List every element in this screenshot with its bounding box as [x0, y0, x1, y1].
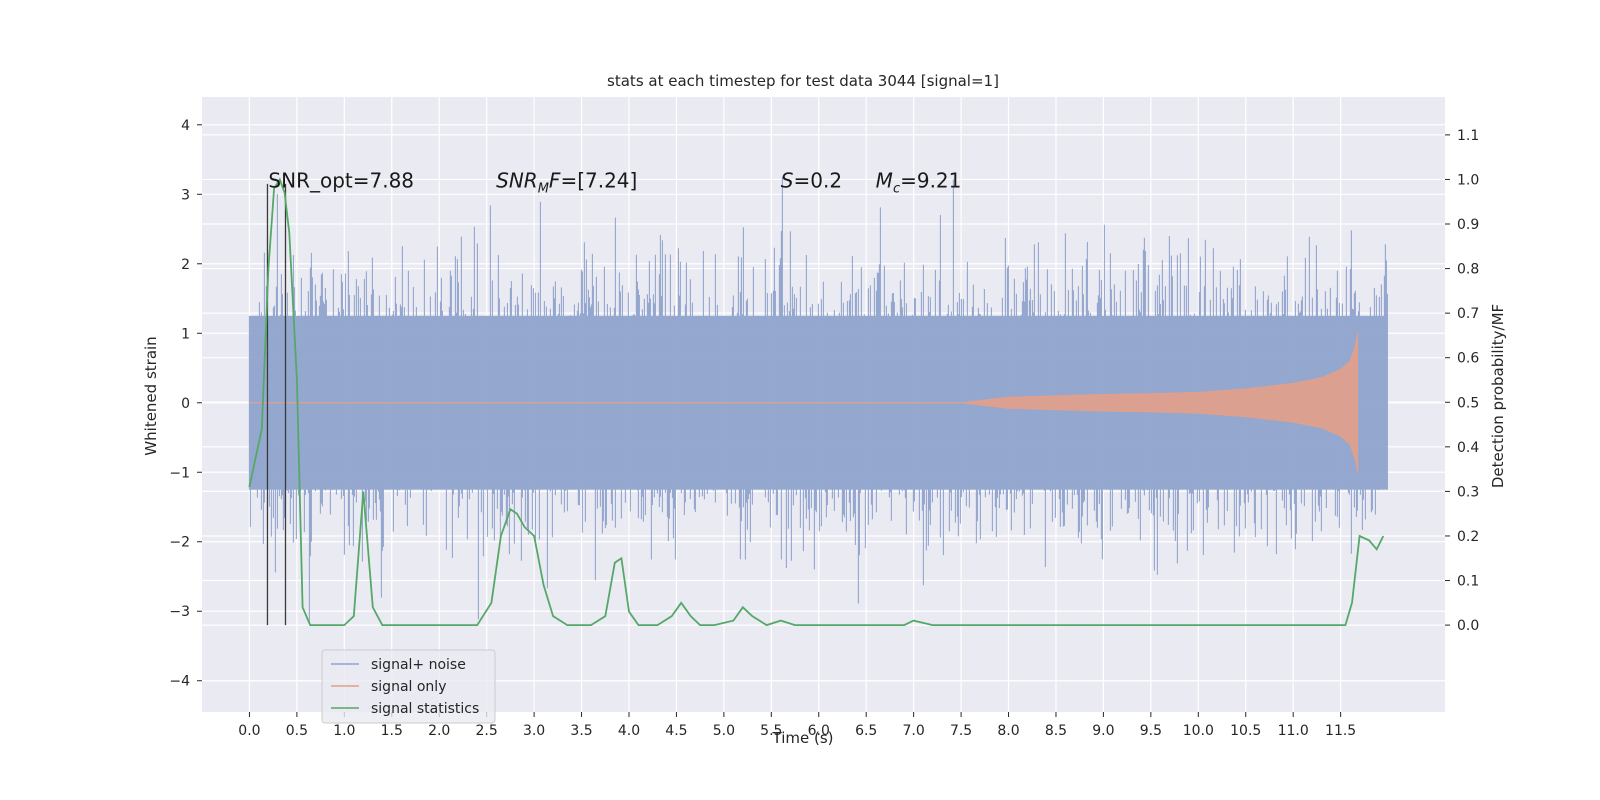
annotation-s-value: S=0.2	[781, 168, 842, 192]
annotations: SNR_opt=7.88 SNRMF=[7.24] S=0.2 Mc=9.21	[268, 168, 961, 196]
y2-tick-label: 0.7	[1457, 306, 1479, 322]
y-tick-label: 2	[181, 257, 190, 273]
x-tick-label: 0.5	[286, 723, 308, 739]
y-tick-label: 1	[181, 326, 190, 342]
x-tick-label: 9.0	[1092, 723, 1114, 739]
legend-label-signal-statistics: signal statistics	[371, 701, 479, 717]
series-signal-statistics	[248, 177, 1385, 627]
x-tick-label: 4.5	[665, 723, 687, 739]
x-tick-label: 11.5	[1325, 723, 1356, 739]
x-tick-label: 6.0	[808, 723, 830, 739]
y2-tick-label: 0.6	[1457, 351, 1479, 367]
y-tick-label: −1	[169, 465, 190, 481]
y2-tick-label: 0.4	[1457, 440, 1479, 456]
y2-axis-label: Detection probability/MF	[1489, 304, 1507, 488]
annotation-snr-mf: SNRMF=[7.24]	[496, 168, 637, 196]
x-tick-label: 1.5	[381, 723, 403, 739]
y2-tick-label: 0.0	[1457, 618, 1479, 634]
x-tick-label: 9.5	[1140, 723, 1162, 739]
y-tick-label: 3	[181, 187, 190, 203]
x-tick-label: 6.5	[855, 723, 877, 739]
x-tick-label: 2.5	[476, 723, 498, 739]
x-tick-label: 10.5	[1230, 723, 1261, 739]
y-axis-label: Whitened strain	[142, 336, 160, 455]
y2-tick-label: 1.1	[1457, 128, 1479, 144]
y-tick-label: −2	[169, 535, 190, 551]
legend-box	[321, 649, 496, 724]
x-tick-label: 0.0	[238, 723, 260, 739]
y2-tick-label: 0.9	[1457, 217, 1479, 233]
x-tick-label: 8.5	[1045, 723, 1067, 739]
axes: 0.0 0.5 1.0 1.5 2.0 2.5 3.0 3.5 4.0 4.5 5.0 5.5 6.0 6…	[169, 118, 1479, 739]
y2-tick-label: 0.8	[1457, 262, 1479, 278]
x-tick-label: 7.0	[903, 723, 925, 739]
x-tick-label: 11.0	[1278, 723, 1309, 739]
statistics-line	[248, 177, 1385, 627]
y2-tick-label: 0.2	[1457, 529, 1479, 545]
x-tick-label: 5.0	[713, 723, 735, 739]
y2-tick-label: 0.3	[1457, 484, 1479, 500]
y-tick-label: −4	[169, 674, 190, 690]
legend-label-signal-noise: signal+ noise	[371, 657, 466, 673]
y-tick-label: 4	[181, 118, 190, 134]
y2-tick-label: 0.5	[1457, 395, 1479, 411]
series-signal-only	[249, 333, 1359, 473]
x-tick-label: 4.0	[618, 723, 640, 739]
x-tick-label: 8.0	[997, 723, 1019, 739]
x-tick-label: 7.5	[950, 723, 972, 739]
x-axis-label: Time (s)	[772, 729, 834, 747]
x-tick-label: 5.5	[760, 723, 782, 739]
x-tick-label: 2.0	[428, 723, 450, 739]
chart-title: stats at each timestep for test data 304…	[607, 72, 999, 90]
signal-envelope	[961, 333, 1359, 473]
annotation-mc-value: Mc=9.21	[876, 168, 962, 196]
y2-tick-label: 1.0	[1457, 172, 1479, 188]
y-tick-label: −3	[169, 604, 190, 620]
annotation-snr-opt: SNR_opt=7.88	[268, 168, 414, 192]
y-tick-label: 0	[181, 396, 190, 412]
legend-label-signal-only: signal only	[371, 679, 446, 695]
legend: signal+ noise signal only signal statist…	[321, 649, 496, 724]
x-tick-label: 3.5	[570, 723, 592, 739]
x-tick-label: 10.0	[1183, 723, 1214, 739]
x-tick-label: 3.0	[523, 723, 545, 739]
x-tick-label: 1.0	[333, 723, 355, 739]
data-layer	[248, 176, 1388, 627]
y2-tick-label: 0.1	[1457, 574, 1479, 590]
vertical-lines	[266, 183, 287, 626]
